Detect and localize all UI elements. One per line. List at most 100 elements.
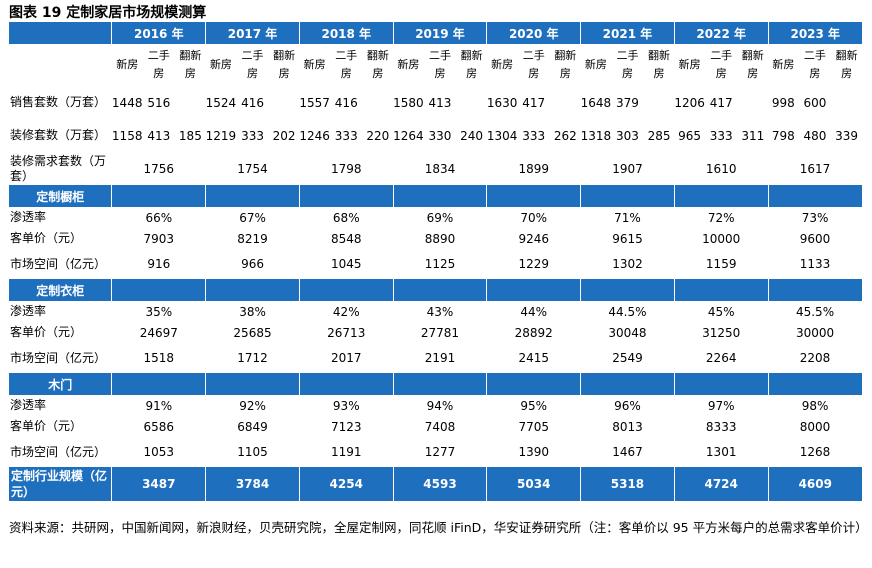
value-cell: 1053: [143, 445, 175, 459]
subheader-new: 新房: [678, 58, 701, 71]
value-cell: 38%: [239, 304, 266, 319]
total-row: 定制行业规模（亿元） 3487 3784 4254 4593 5034 5318 4724 46…: [9, 467, 862, 501]
value-cell: 7903: [143, 231, 175, 246]
total-value: 3784: [205, 467, 300, 501]
section-header-row: 定制橱柜: [9, 185, 862, 207]
renovation-value: 1219: [205, 128, 237, 143]
corner-cell: [9, 22, 112, 44]
demand-value: 1798: [330, 161, 362, 176]
demand-value: 1610: [705, 161, 737, 176]
section-fill: [392, 373, 487, 395]
market-size-table: 2016 年 2017 年 2018 年 2019 年 2020 年 2021 年 2022…: [9, 22, 862, 501]
renovation-value: 1246: [299, 128, 330, 143]
value-cell: 916: [147, 257, 171, 271]
row-label: 客单价（元）: [10, 325, 83, 339]
sales-second: 417: [522, 95, 546, 110]
value-cell: 28892: [514, 325, 553, 340]
data-row: 市场空间（亿元） 1518 1712 2017 2191 2415 2549 2264 2208: [9, 343, 862, 373]
total-value: 3487: [111, 467, 206, 501]
section-fill: [392, 279, 487, 301]
subheader-new: 新房: [584, 58, 607, 71]
renovation-value: 1158: [111, 128, 143, 143]
value-cell: 26713: [327, 325, 366, 340]
sales-new: 1580: [393, 95, 424, 110]
section-fill: [767, 279, 862, 301]
subheader-second: 二手房: [335, 49, 358, 80]
empty-cell: [738, 86, 769, 119]
row-label: 客单价（元）: [10, 231, 83, 245]
value-cell: 1390: [518, 445, 549, 459]
section-fill: [111, 185, 206, 207]
sales-second: 416: [241, 95, 264, 110]
value-cell: 1133: [799, 257, 831, 271]
total-value: 4254: [298, 467, 394, 501]
sales-new: 1524: [205, 95, 237, 110]
year-header: 2019 年: [392, 22, 487, 44]
value-cell: 44%: [520, 304, 548, 319]
subheader-new: 新房: [209, 58, 232, 71]
sales-second: 516: [147, 95, 171, 110]
renovation-value: 965: [678, 128, 702, 143]
sales-row: 销售套数（万套） 1448 516 1524 416 1557 416 1580 413 1630…: [9, 86, 862, 119]
renovation-value: 480: [803, 128, 827, 143]
section-fill: [673, 279, 769, 301]
value-cell: 1045: [330, 257, 362, 271]
value-cell: 66%: [145, 210, 173, 225]
section-fill: [205, 279, 300, 301]
subheader-reno: 翻新房: [366, 49, 389, 80]
value-cell: 69%: [426, 210, 454, 225]
value-cell: 2264: [705, 351, 737, 365]
total-label: 定制行业规模（亿元）: [9, 467, 112, 501]
value-cell: 72%: [707, 210, 735, 225]
renovation-value: 798: [771, 128, 795, 143]
value-cell: 71%: [614, 210, 641, 225]
value-cell: 31250: [702, 325, 741, 340]
renovation-value: 311: [741, 128, 765, 143]
section-fill: [486, 279, 581, 301]
subheader-new: 新房: [491, 58, 514, 71]
empty-cell: [831, 86, 862, 119]
renovation-value: 333: [334, 128, 358, 143]
renovation-value: 330: [428, 128, 452, 143]
renovation-value: 1264: [393, 128, 424, 143]
corner-cell: [9, 44, 112, 86]
renovation-value: 240: [460, 128, 484, 143]
value-cell: 2191: [424, 351, 456, 365]
row-label: 装修需求套数（万套）: [10, 153, 107, 183]
section-fill: [486, 185, 581, 207]
sales-new: 1448: [111, 95, 143, 110]
value-cell: 1191: [330, 445, 362, 459]
total-value: 4609: [767, 467, 862, 501]
value-cell: 8013: [612, 419, 643, 434]
section-title: 木门: [9, 373, 112, 395]
demand-value: 1754: [237, 161, 268, 176]
subheader-second: 二手房: [616, 49, 639, 80]
section-fill: [298, 373, 394, 395]
renovation-value: 333: [709, 128, 733, 143]
year-header: 2023 年: [767, 22, 862, 44]
demand-row: 装修需求套数（万套） 1756 1754 1798 1834 1899 1907 1610 16…: [9, 152, 862, 185]
subheader-second: 二手房: [522, 49, 545, 80]
value-cell: 2017: [330, 351, 362, 365]
value-cell: 25685: [233, 325, 272, 340]
data-row: 渗透率 91% 92% 93% 94% 95% 96% 97% 98%: [9, 395, 862, 416]
year-header: 2020 年: [486, 22, 581, 44]
demand-value: 1899: [518, 161, 549, 176]
value-cell: 94%: [426, 398, 454, 413]
value-cell: 2415: [518, 351, 549, 365]
demand-value: 1907: [612, 161, 643, 176]
renovation-value: 333: [241, 128, 264, 143]
row-label: 渗透率: [10, 210, 47, 224]
value-cell: 35%: [145, 304, 173, 319]
figure-title: 图表 19 定制家居市场规模测算: [9, 5, 207, 21]
sales-new: 1206: [674, 95, 705, 110]
value-cell: 24697: [139, 325, 178, 340]
value-cell: 73%: [801, 210, 829, 225]
row-label: 销售套数（万套）: [10, 95, 107, 109]
value-cell: 1277: [424, 445, 456, 459]
sales-new: 1648: [580, 95, 612, 110]
renovation-value: 185: [178, 128, 202, 143]
subheader-reno: 翻新房: [741, 49, 764, 80]
value-cell: 27781: [420, 325, 460, 340]
section-fill: [111, 279, 206, 301]
